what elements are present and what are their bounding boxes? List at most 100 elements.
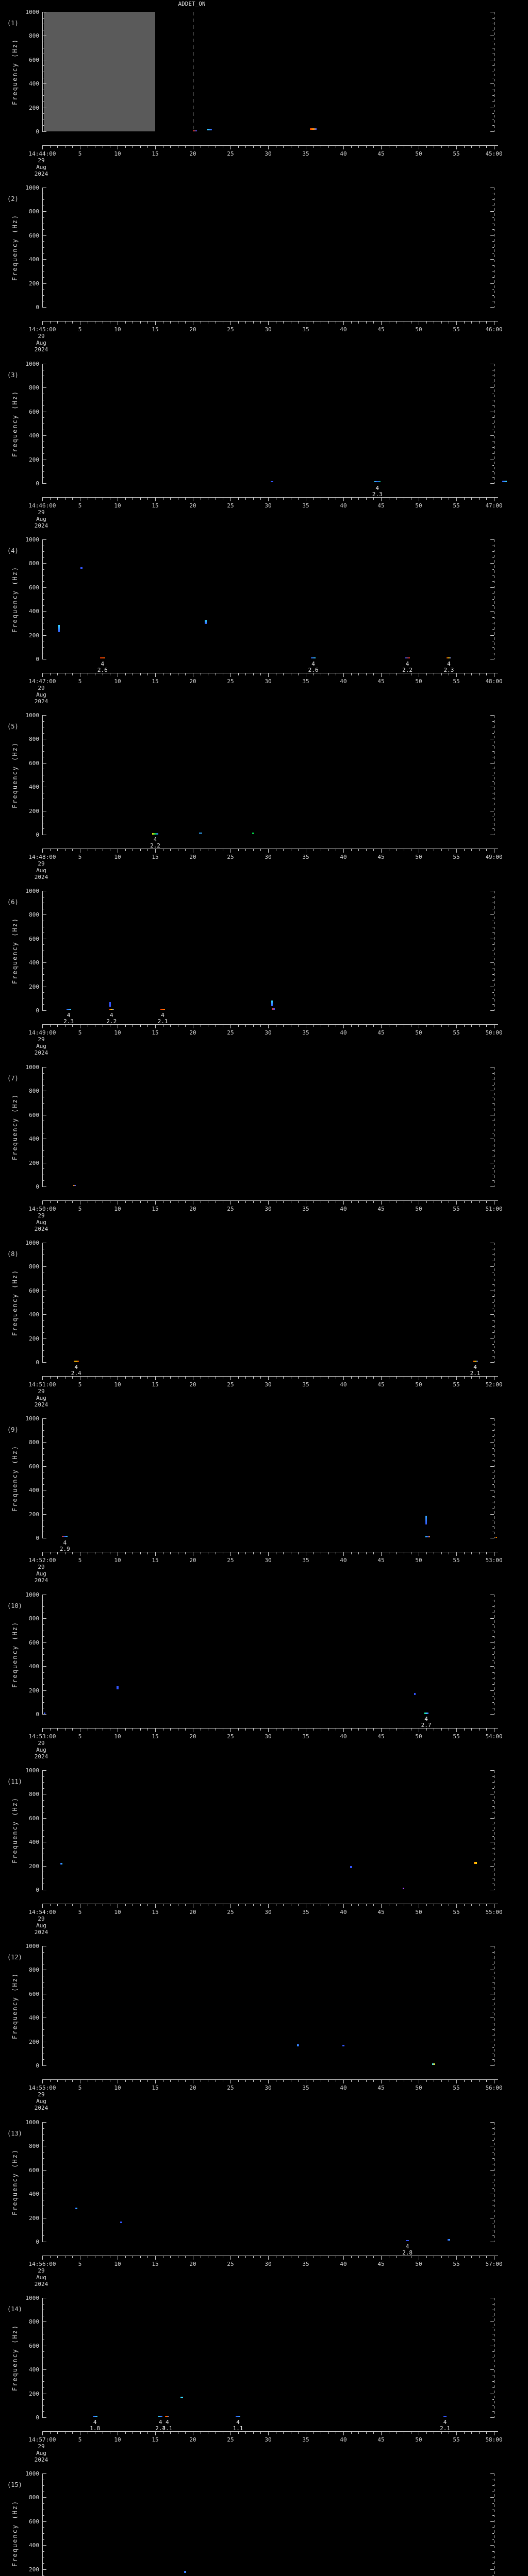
x-tick — [373, 849, 374, 851]
date-label: 2024 — [34, 1401, 48, 1408]
x-tick — [253, 2080, 254, 2082]
y-tick-label: 1000 — [25, 2119, 40, 2126]
y-tick — [492, 1526, 494, 1527]
x-tick — [381, 146, 382, 149]
event-marker — [117, 1686, 119, 1689]
y-tick-label: 600 — [29, 759, 39, 767]
y-tick — [492, 1696, 494, 1697]
x-tick — [147, 321, 148, 324]
y-tick — [43, 575, 44, 576]
y-tick — [492, 18, 494, 19]
x-tick-label: 55 — [453, 1206, 460, 1212]
event-count-label: 4 — [74, 1364, 78, 1370]
start-time-label: 14:49:00 — [28, 1029, 56, 1036]
event-marker — [207, 129, 212, 131]
x-tick — [426, 1904, 427, 1906]
x-tick — [396, 498, 397, 500]
x-tick — [238, 673, 239, 675]
y-tick — [43, 1004, 44, 1005]
x-tick — [170, 2432, 171, 2434]
x-tick — [245, 1201, 246, 1203]
y-tick — [492, 1648, 494, 1649]
y-tick-label: 1000 — [25, 184, 40, 191]
y-tick-label: 1000 — [25, 2470, 40, 2477]
x-tick-label: 25 — [227, 1557, 234, 1564]
y-tick-label: 800 — [29, 1615, 39, 1622]
x-tick — [373, 1728, 374, 1731]
x-tick — [42, 673, 43, 677]
event-marker — [92, 2416, 97, 2417]
x-tick — [72, 321, 73, 324]
x-tick — [125, 498, 126, 500]
x-tick — [381, 673, 382, 677]
event-marker — [180, 2397, 183, 2399]
x-tick — [441, 849, 442, 851]
y-tick — [492, 2381, 494, 2382]
event-magnitude-label: 2.6 — [97, 667, 108, 673]
x-tick — [268, 2256, 269, 2260]
y-tick-label: 200 — [29, 1687, 39, 1694]
y-tick — [492, 453, 494, 454]
y-tick — [492, 581, 494, 582]
x-tick — [396, 1552, 397, 1554]
x-tick — [57, 2432, 58, 2434]
x-tick — [283, 2080, 284, 2082]
y-tick — [43, 83, 46, 84]
x-tick-label: 25 — [227, 2084, 234, 2091]
y-tick — [490, 235, 494, 236]
x-tick — [441, 2080, 442, 2082]
y-tick-label: 800 — [29, 1439, 39, 1446]
x-tick-label: 45 — [377, 326, 385, 333]
event-marker — [58, 624, 60, 632]
x-tick — [238, 1904, 239, 1906]
y-tick — [492, 2140, 494, 2141]
x-tick — [140, 321, 141, 324]
x-tick — [283, 673, 284, 675]
x-tick — [185, 2256, 186, 2258]
y-tick — [43, 1866, 46, 1867]
y-tick — [43, 1514, 46, 1515]
y-tick — [490, 131, 494, 132]
x-tick-label: 35 — [302, 502, 309, 509]
x-tick — [396, 673, 397, 675]
x-tick — [426, 2432, 427, 2434]
y-tick — [43, 1806, 44, 1807]
y-tick — [492, 1782, 494, 1783]
x-tick — [358, 1552, 359, 1554]
y-tick — [492, 1830, 494, 1831]
y-tick — [492, 569, 494, 570]
x-tick — [351, 321, 352, 324]
y-tick — [43, 295, 44, 296]
end-time-label: 58:00 — [485, 2436, 503, 2443]
y-tick — [43, 131, 46, 132]
y-tick — [43, 417, 44, 418]
date-label: 2024 — [34, 1753, 48, 1760]
y-tick — [492, 1806, 494, 1807]
x-tick — [283, 498, 284, 500]
start-time-label: 14:45:00 — [28, 326, 56, 333]
y-tick-label: 1000 — [25, 1767, 40, 1774]
x-tick — [155, 321, 156, 325]
x-tick — [253, 849, 254, 851]
end-time-label: 52:00 — [485, 1381, 503, 1388]
x-tick — [381, 1904, 382, 1908]
y-tick — [43, 1624, 44, 1625]
y-tick — [492, 599, 494, 600]
x-tick — [351, 673, 352, 675]
x-tick-label: 50 — [415, 2084, 422, 2091]
x-tick — [426, 1377, 427, 1379]
y-tick — [490, 1466, 494, 1467]
y-tick — [43, 2321, 46, 2323]
x-tick — [373, 2256, 374, 2258]
x-tick — [471, 2256, 472, 2258]
x-tick — [230, 146, 231, 149]
x-tick — [366, 321, 367, 324]
x-tick — [260, 1552, 261, 1554]
y-tick — [492, 2047, 494, 2048]
x-tick — [373, 673, 374, 675]
date-label: 2024 — [34, 522, 48, 529]
y-tick-label: 0 — [36, 1183, 39, 1190]
y-tick — [492, 101, 494, 102]
date-label: Aug — [36, 1395, 46, 1401]
x-tick — [426, 321, 427, 324]
